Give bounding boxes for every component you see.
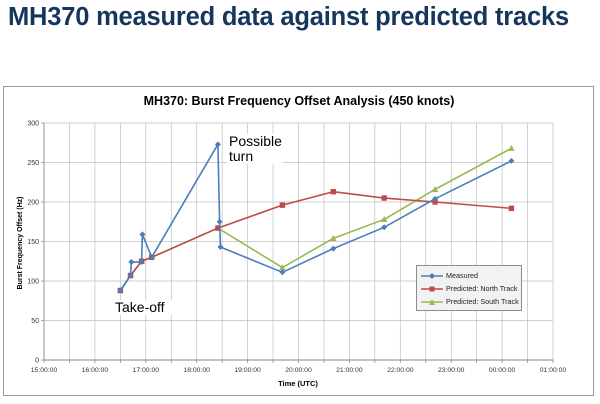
y-tick-label: 0 xyxy=(35,358,39,365)
x-tick-label: 18:00:00 xyxy=(183,367,210,374)
legend-label-south-track: Predicted: South Track xyxy=(446,297,519,306)
x-tick-label: 17:00:00 xyxy=(133,367,160,374)
y-tick-labels: 0 50 100 150 200 250 300 xyxy=(27,121,39,365)
x-tick-label: 20:00:00 xyxy=(285,367,312,374)
data-point-measured xyxy=(214,141,221,148)
data-point-south-track xyxy=(330,234,337,241)
x-axis-label: Time (UTC) xyxy=(278,379,318,388)
legend-swatch-measured xyxy=(421,272,443,279)
legend-item-south-track: Predicted: South Track xyxy=(421,295,519,308)
legend-item-measured: Measured xyxy=(421,269,517,282)
data-point-measured xyxy=(117,287,124,294)
y-tick-label: 200 xyxy=(27,200,39,207)
y-tick-label: 100 xyxy=(27,279,39,286)
possible-turn-annotation: Possible turn xyxy=(227,133,283,164)
data-point-south-track xyxy=(279,264,286,271)
legend-item-north-track: Predicted: North Track xyxy=(421,282,518,295)
x-tick-label: 19:00:00 xyxy=(234,367,261,374)
y-tick-label: 300 xyxy=(27,121,39,128)
legend-swatch-north-track xyxy=(421,286,443,291)
data-point-measured xyxy=(138,259,145,266)
series-line-north-track xyxy=(119,190,512,291)
legend-label-measured: Measured xyxy=(446,271,478,280)
chart-legend: Measured Predicted: North Track Predicte… xyxy=(416,265,522,311)
data-point-measured xyxy=(381,224,388,231)
data-point-north-track xyxy=(330,189,336,195)
x-tick-labels: 15:00:00 16:00:00 17:00:00 18:00:00 19:00:00… xyxy=(31,367,567,374)
gridlines xyxy=(44,122,554,360)
x-tick-label: 23:00:00 xyxy=(438,367,465,374)
data-point-measured xyxy=(139,231,146,238)
y-tick-label: 250 xyxy=(27,160,39,167)
data-point-measured xyxy=(148,254,155,261)
x-tick-label: 22:00:00 xyxy=(387,367,414,374)
y-tick-label: 150 xyxy=(27,239,39,246)
x-tick-label: 15:00:00 xyxy=(31,367,58,374)
y-tick-label: 50 xyxy=(31,318,39,325)
x-tick-label: 21:00:00 xyxy=(336,367,363,374)
data-point-south-track xyxy=(431,185,439,192)
x-tick-label: 16:00:00 xyxy=(82,367,109,374)
data-point-north-track xyxy=(279,202,286,208)
data-point-measured xyxy=(128,259,135,266)
data-point-north-track xyxy=(215,225,221,231)
chart-title: MH370: Burst Frequency Offset Analysis (… xyxy=(144,94,455,108)
data-point-measured xyxy=(127,272,134,279)
axes xyxy=(41,122,554,363)
legend-label-north-track: Predicted: North Track xyxy=(446,284,518,293)
data-point-measured xyxy=(216,218,223,225)
x-tick-label: 01:00:00 xyxy=(540,367,567,374)
data-point-south-track xyxy=(508,144,515,151)
data-point-measured xyxy=(432,195,439,202)
legend-swatch-south-track xyxy=(421,298,443,305)
x-tick-label: 00:00:00 xyxy=(489,367,516,374)
data-point-north-track xyxy=(432,199,438,205)
take-off-annotation: Take-off xyxy=(113,300,175,315)
data-point-measured xyxy=(279,269,286,276)
data-point-measured xyxy=(508,157,515,164)
data-point-south-track xyxy=(380,215,388,222)
data-point-measured xyxy=(217,244,224,251)
series-group xyxy=(117,141,515,294)
y-axis-label: Burst Frequency Offset (Hz) xyxy=(17,197,24,290)
data-point-north-track xyxy=(508,205,515,212)
data-point-measured xyxy=(330,245,337,252)
slide-title: MH370 measured data against predicted tr… xyxy=(8,3,569,31)
data-point-north-track xyxy=(381,195,387,201)
